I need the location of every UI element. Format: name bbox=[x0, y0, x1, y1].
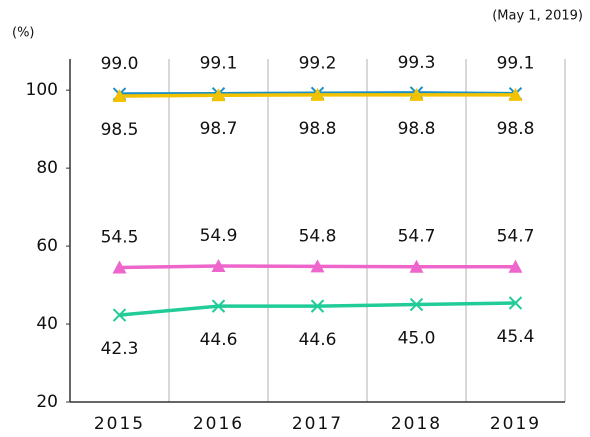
marker bbox=[409, 297, 424, 312]
data-label: 99.3 bbox=[398, 53, 436, 73]
marker bbox=[409, 259, 424, 273]
marker bbox=[310, 299, 325, 313]
marker bbox=[112, 260, 127, 274]
y-tick-label: 20 bbox=[36, 392, 58, 412]
marker bbox=[211, 88, 226, 102]
data-label: 98.8 bbox=[299, 119, 337, 139]
marker bbox=[508, 87, 523, 101]
date-note: (May 1, 2019) bbox=[492, 9, 583, 24]
x-tick-label: 2018 bbox=[391, 414, 442, 434]
data-label: 99.1 bbox=[200, 54, 238, 74]
y-tick-label: 100 bbox=[26, 80, 58, 100]
data-label: 45.0 bbox=[398, 329, 436, 349]
data-label: 98.5 bbox=[101, 120, 139, 140]
data-label: 42.3 bbox=[101, 339, 139, 359]
marker bbox=[112, 89, 127, 103]
data-label: 98.8 bbox=[398, 119, 436, 139]
marker bbox=[112, 308, 127, 322]
data-label: 54.8 bbox=[299, 226, 337, 246]
data-label: 45.4 bbox=[497, 327, 535, 347]
data-label: 98.8 bbox=[497, 119, 535, 139]
unit-label: (%) bbox=[12, 26, 35, 41]
marker bbox=[409, 87, 424, 101]
data-label: 44.6 bbox=[200, 330, 238, 350]
x-tick-label: 2019 bbox=[490, 414, 541, 434]
marker bbox=[508, 296, 523, 310]
data-label: 99.0 bbox=[101, 54, 139, 74]
data-label: 54.9 bbox=[200, 226, 238, 246]
marker bbox=[211, 258, 226, 272]
x-tick-label: 2015 bbox=[94, 414, 145, 434]
x-tick-label: 2016 bbox=[193, 414, 244, 434]
x-tick-label: 2017 bbox=[292, 414, 343, 434]
marker bbox=[508, 259, 523, 273]
data-label: 54.7 bbox=[497, 227, 535, 247]
data-label: 44.6 bbox=[299, 330, 337, 350]
marker bbox=[310, 87, 325, 101]
data-label: 99.2 bbox=[299, 53, 337, 73]
y-tick-label: 40 bbox=[36, 314, 58, 334]
data-label: 99.1 bbox=[497, 54, 535, 74]
y-tick-label: 80 bbox=[36, 158, 58, 178]
marker bbox=[310, 259, 325, 273]
marker bbox=[211, 299, 226, 313]
data-label: 54.7 bbox=[398, 227, 436, 247]
data-label: 54.5 bbox=[101, 228, 139, 248]
data-label: 98.7 bbox=[200, 119, 238, 139]
y-tick-label: 60 bbox=[36, 236, 58, 256]
